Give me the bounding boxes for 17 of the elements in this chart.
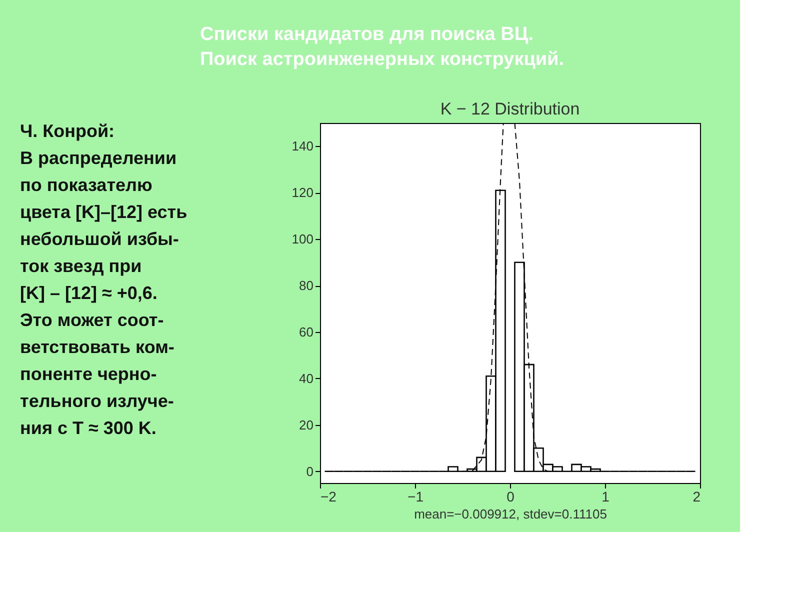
y-tick-label: 40 xyxy=(299,370,314,386)
y-tick-label: 20 xyxy=(299,417,314,432)
x-tick-label: −2 xyxy=(320,488,337,504)
y-tick-label: 120 xyxy=(292,185,314,200)
text: Списки кандидатов для поиска ВЦ. Поиск астроинженерных конструкций. xyxy=(200,24,564,70)
x-tick-label: −1 xyxy=(408,488,424,504)
text: Ч. Конрой: В распределении по показателю цвета [K]–[12] есть небольшой избы- ток звезд при [K] – [12] ≈ +0,6. Это может соот- ветствовать ком- поненте черно- тельного излуче- ния с T ≈ 300 K. xyxy=(20,121,188,438)
y-tick-label: 80 xyxy=(299,278,314,294)
y-tick-label: 100 xyxy=(292,232,314,247)
y-tick-label: 0 xyxy=(306,464,314,479)
y-tick-label: 140 xyxy=(292,138,314,154)
y-tick-label: 60 xyxy=(299,324,314,340)
x-axis-title: mean=−0.009912, stdev=0.11105 xyxy=(414,506,607,522)
chart-title: K − 12 Distribution xyxy=(440,100,580,118)
x-tick-label: 2 xyxy=(692,488,701,504)
x-tick-label: 0 xyxy=(506,488,515,504)
x-tick-label: 1 xyxy=(602,488,610,504)
